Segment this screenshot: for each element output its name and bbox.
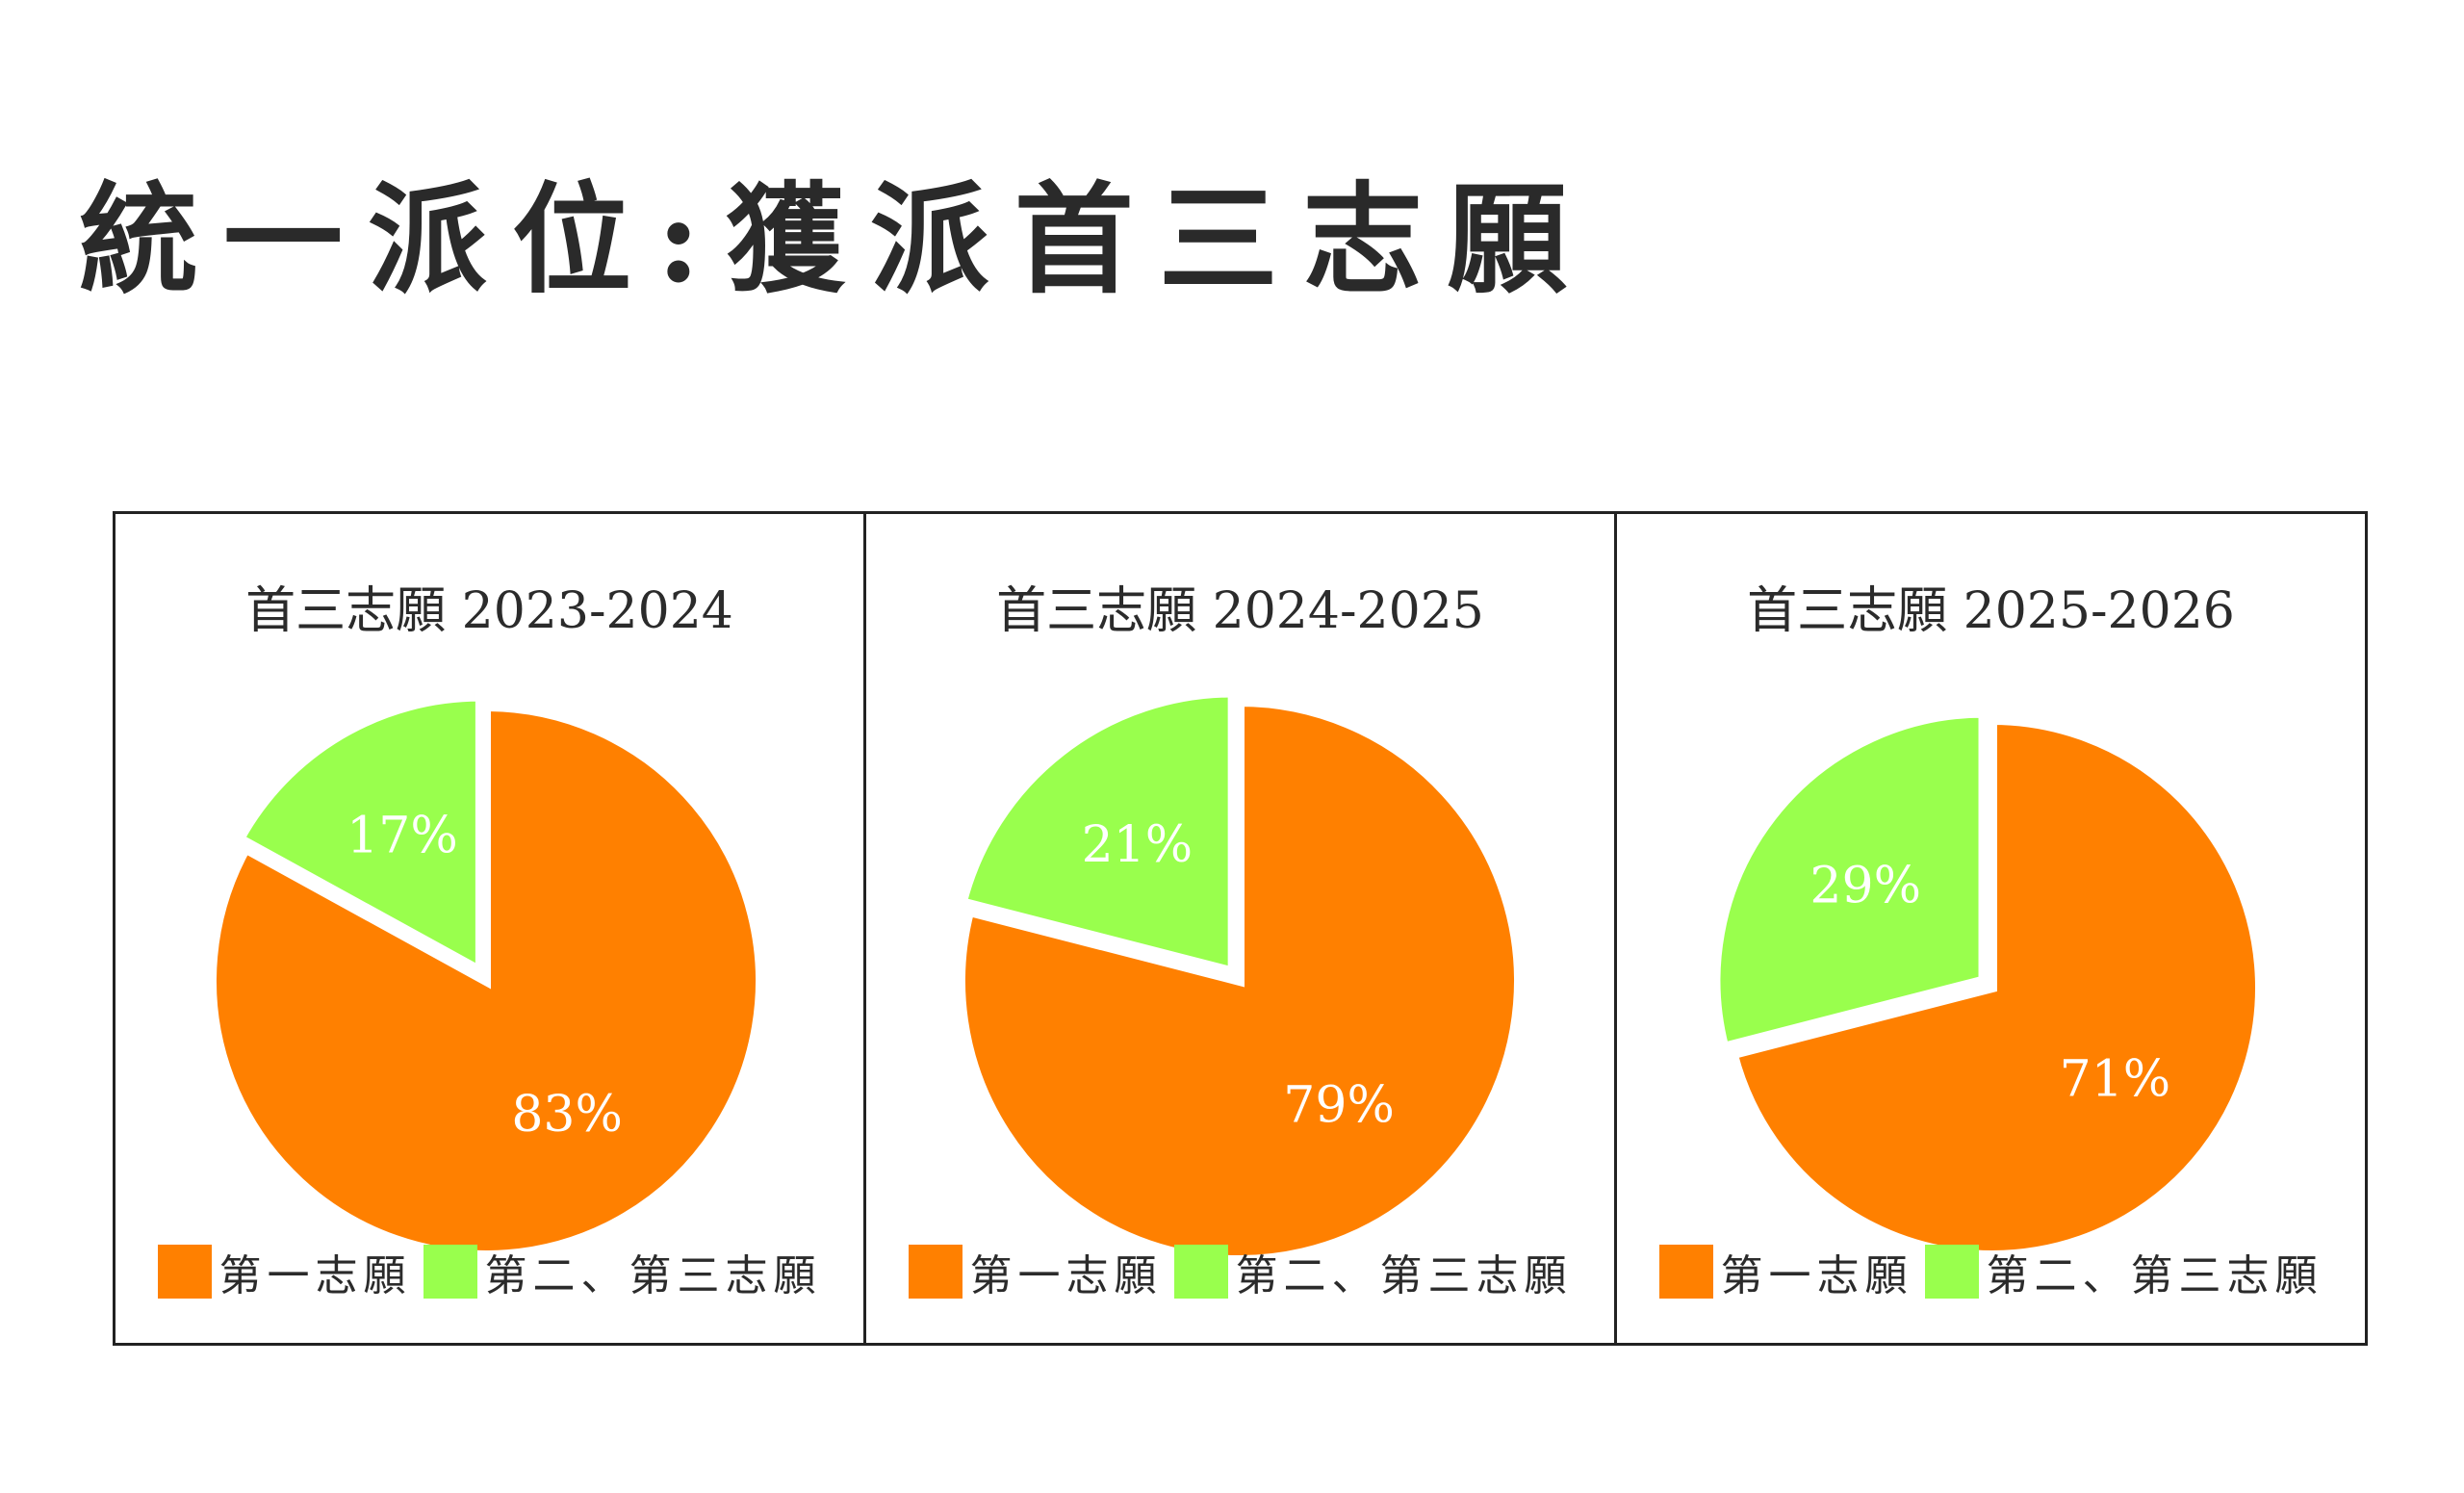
- chart-panel-2023-2024: 首三志願 2023-2024 83% 17% 第一志願 第二、第三志願: [113, 511, 866, 1346]
- chart-panel-2025-2026: 首三志願 2025-2026 71% 29% 第一志願 第二、第三志願: [1614, 511, 2368, 1346]
- chart-title: 首三志願 2023-2024: [245, 582, 733, 640]
- legend-item-second-third-choice: 第二、第三志願: [1924, 1241, 2323, 1302]
- pie-slice-second-third-choice: [233, 691, 485, 980]
- legend-item-first-choice: 第一志願: [908, 1241, 1163, 1302]
- legend-swatch-first-choice: [908, 1245, 962, 1299]
- legend-item-first-choice: 第一志願: [157, 1241, 412, 1302]
- legend-item-first-choice: 第一志願: [1658, 1241, 1913, 1302]
- pie-label-first-choice: 71%: [2060, 1050, 2171, 1108]
- legend-label-second-third-choice: 第二、第三志願: [484, 1251, 822, 1300]
- legend-item-second-third-choice: 第二、第三志願: [1173, 1241, 1573, 1302]
- legend-swatch-second-third-choice: [423, 1245, 477, 1299]
- legend-swatch-first-choice: [1658, 1245, 1713, 1299]
- legend-swatch-first-choice: [157, 1245, 212, 1299]
- chart-title: 首三志願 2025-2026: [1747, 582, 2235, 640]
- pie-label-first-choice: 83%: [511, 1086, 623, 1144]
- chart-title: 首三志願 2024-2025: [996, 582, 1484, 640]
- legend-swatch-second-third-choice: [1924, 1245, 1979, 1299]
- pie-chart: 79% 21%: [956, 687, 1524, 1265]
- chart-legend: 第一志願 第二、第三志願: [1617, 1241, 2365, 1302]
- chart-legend: 第一志願 第二、第三志願: [116, 1241, 863, 1302]
- legend-label-second-third-choice: 第二、第三志願: [1235, 1251, 1573, 1300]
- legend-item-second-third-choice: 第二、第三志願: [423, 1241, 822, 1302]
- pie-slice-second-third-choice: [1710, 708, 1989, 1053]
- pie-slice-first-choice: [956, 696, 1524, 1265]
- pie-chart: 71% 29%: [1710, 708, 2265, 1260]
- pie-slice-second-third-choice: [956, 687, 1238, 978]
- pie-label-second-third-choice: 17%: [346, 807, 458, 864]
- pie-chart: 83% 17%: [207, 691, 765, 1260]
- pie-label-second-third-choice: 21%: [1082, 816, 1194, 874]
- legend-label-second-third-choice: 第二、第三志願: [1986, 1251, 2323, 1300]
- pie-slice-first-choice: [1727, 714, 2265, 1260]
- pie-slice-first-choice: [207, 701, 765, 1260]
- page-title: 統一派位:獲派首三志願: [79, 170, 1592, 310]
- legend-label-first-choice: 第一志願: [969, 1251, 1163, 1300]
- pie-label-second-third-choice: 29%: [1810, 857, 1921, 914]
- chart-legend: 第一志願 第二、第三志願: [866, 1241, 1614, 1302]
- legend-label-first-choice: 第一志願: [1720, 1251, 1913, 1300]
- pie-label-first-choice: 79%: [1283, 1076, 1395, 1134]
- chart-panel-2024-2025: 首三志願 2024-2025 79% 21% 第一志願 第二、第三志願: [863, 511, 1617, 1346]
- legend-swatch-second-third-choice: [1173, 1245, 1228, 1299]
- legend-label-first-choice: 第一志願: [218, 1251, 412, 1300]
